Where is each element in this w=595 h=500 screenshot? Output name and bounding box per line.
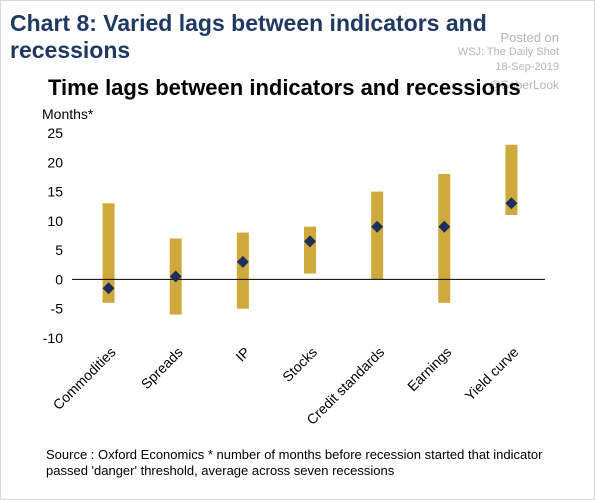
range-bar	[102, 203, 115, 303]
x-tick-label: IP	[232, 344, 253, 365]
y-tick-label: 20	[47, 154, 63, 170]
range-bar	[438, 174, 451, 303]
watermark: Posted on WSJ: The Daily Shot 18-Sep-201…	[458, 30, 559, 93]
chart-title: Time lags between indicators and recessi…	[48, 75, 521, 100]
range-bar	[371, 191, 384, 280]
y-tick-label: 15	[47, 184, 63, 200]
watermark-handle: @SoberLook	[488, 78, 559, 92]
y-tick-label: 10	[47, 213, 63, 229]
watermark-posted: Posted on	[500, 30, 559, 45]
x-tick-label: Spreads	[138, 344, 186, 392]
average-marker	[505, 197, 518, 210]
y-tick-label: 5	[55, 242, 63, 258]
y-tick-label: -10	[43, 330, 63, 346]
average-marker	[169, 270, 182, 283]
range-bar	[505, 144, 518, 215]
watermark-date: 18-Sep-2019	[495, 61, 559, 73]
source-note: Source : Oxford Economics * number of mo…	[46, 447, 543, 478]
y-tick-label: 0	[55, 271, 63, 287]
y-tick-label: -5	[51, 301, 64, 317]
average-marker	[236, 255, 249, 268]
x-tick-label: Earnings	[404, 344, 454, 394]
watermark-source: WSJ: The Daily Shot	[457, 46, 559, 58]
x-tick-label: Yield curve	[462, 344, 522, 404]
y-tick-label: 25	[47, 125, 63, 141]
x-tick-label: Commodities	[50, 344, 119, 413]
average-marker	[102, 282, 115, 295]
range-bar	[236, 232, 249, 309]
average-marker	[371, 220, 384, 233]
range-bar	[304, 226, 316, 274]
average-marker	[304, 235, 316, 248]
average-marker	[438, 220, 451, 233]
y-axis-label: Months*	[42, 106, 94, 122]
x-tick-label: Stocks	[279, 344, 320, 385]
chart-heading: Chart 8: Varied lags between indicators …	[10, 10, 487, 63]
